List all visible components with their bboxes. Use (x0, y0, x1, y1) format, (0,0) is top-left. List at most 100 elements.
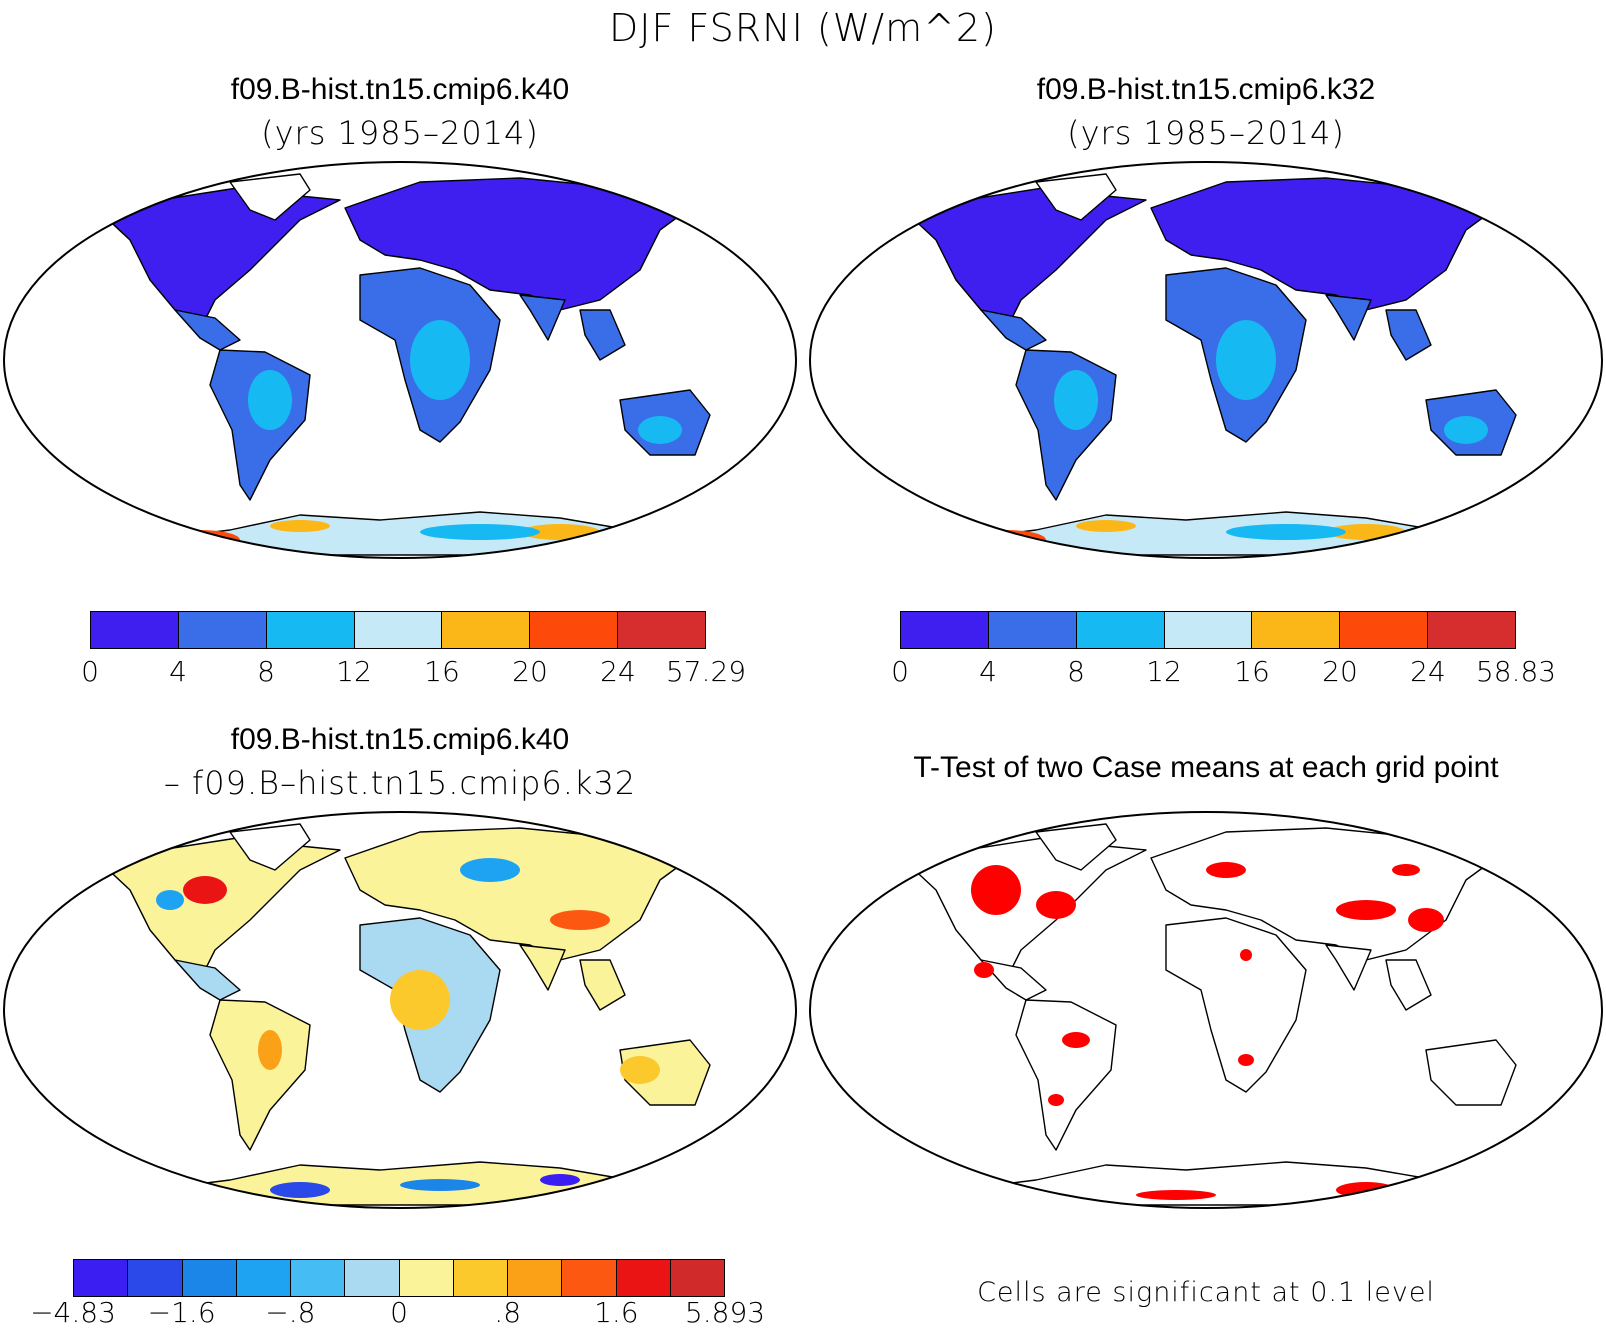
landmass-ca (980, 959, 1047, 1001)
colorbar-segment (901, 612, 989, 648)
field-patch (248, 370, 292, 430)
landmass-sa (1015, 999, 1117, 1151)
landmass-ca (174, 959, 241, 1001)
landmass-greenland (1035, 173, 1117, 221)
field-patch (410, 320, 470, 400)
colorbar-tick-label: 24 (600, 655, 636, 688)
field-patch (1408, 908, 1444, 932)
significance-note: Cells are significant at 0.1 level (977, 1277, 1435, 1308)
colorbar-segment (453, 1260, 508, 1296)
landmass-india (519, 294, 566, 341)
map-border (3, 161, 797, 559)
landmass-india (1325, 294, 1372, 341)
field-patch (1054, 370, 1098, 430)
figure-title: DJF FSRNI (W/m^2) (609, 6, 997, 50)
field-patch (966, 530, 1046, 550)
panel-3-map (3, 811, 797, 1209)
colorbar-tick-label: 12 (1146, 655, 1182, 688)
panel-3-subtitle: – f09.B–hist.tn15.cmip6.k32 (163, 764, 637, 802)
colorbar-tick-label: .8 (494, 1296, 522, 1329)
colorbar-segment (508, 1260, 563, 1296)
colorbar-tick-label: 1.6 (594, 1296, 639, 1329)
landmass-ca (980, 309, 1047, 351)
colorbar-tick-label: 12 (336, 655, 372, 688)
colorbar-tick-label: 0 (81, 655, 99, 688)
colorbar-segment (291, 1260, 346, 1296)
landmass-na (905, 185, 1147, 321)
colorbar-segment (74, 1260, 129, 1296)
land-group (905, 823, 1517, 1206)
land-group (99, 173, 711, 556)
land-group (99, 823, 711, 1206)
field-patch (971, 865, 1021, 915)
colorbar-tick-label: 8 (1067, 655, 1085, 688)
colorbar-segment (530, 612, 619, 648)
field-patch (1240, 949, 1252, 961)
colorbar-segment (670, 1260, 724, 1296)
landmass-sa (209, 999, 311, 1151)
field-patch (1206, 862, 1246, 878)
field-patch (1226, 524, 1346, 540)
field-patch (956, 542, 1016, 554)
colorbar-segment (618, 612, 706, 648)
colorbar-tick-label: 20 (1322, 655, 1358, 688)
colorbar-segment (562, 1260, 617, 1296)
land-group (905, 173, 1517, 556)
colorbar-tick-label: 57.29 (665, 655, 747, 688)
panel-2-colorbar (900, 611, 1516, 649)
panel-1-colorbar-ticks: 0 4 8 12 16 20 24 57.29 (81, 655, 746, 689)
colorbar-tick-label: 16 (424, 655, 460, 688)
field-patch (620, 1056, 660, 1084)
landmass-seasia (579, 959, 626, 1011)
panel-2-title: f09.B-hist.tn15.cmip6.k32 (1036, 73, 1376, 106)
panel-1-subtitle: (yrs 1985–2014) (261, 114, 539, 152)
landmass-greenland (1035, 823, 1117, 871)
panel-4-title: T-Test of two Case means at each grid po… (913, 751, 1499, 784)
colorbar-tick-label: 8 (257, 655, 275, 688)
panel-3-title: f09.B-hist.tn15.cmip6.k40 (230, 723, 570, 756)
colorbar-segment (1076, 612, 1165, 648)
field-patch (540, 1174, 580, 1186)
colorbar-tick-label: 20 (512, 655, 548, 688)
field-patch (390, 970, 450, 1030)
field-patch (1062, 1032, 1090, 1048)
colorbar-segment (128, 1260, 183, 1296)
field-patch (258, 1030, 282, 1070)
landmass-antarctica (955, 1161, 1467, 1206)
landmass-australia (1425, 1039, 1517, 1106)
colorbar-tick-label: −4.83 (30, 1296, 116, 1329)
colorbar-tick-label: 4 (979, 655, 997, 688)
field-patch (270, 1182, 330, 1198)
colorbar-segment (266, 612, 355, 648)
panel-2-subtitle: (yrs 1985–2014) (1067, 114, 1345, 152)
landmass-africa (1165, 917, 1307, 1093)
colorbar-segment (1428, 612, 1516, 648)
field-patch (460, 858, 520, 882)
colorbar-segment (182, 1260, 237, 1296)
field-patch (150, 542, 210, 554)
colorbar-segment (616, 1260, 671, 1296)
field-patch (400, 1179, 480, 1191)
colorbar-tick-label: 0 (390, 1296, 408, 1329)
map-border (3, 811, 797, 1209)
landmass-india (519, 944, 566, 991)
colorbar-segment (178, 612, 267, 648)
colorbar-segment (354, 612, 443, 648)
colorbar-segment (91, 612, 179, 648)
colorbar-segment (236, 1260, 291, 1296)
colorbar-segment (1164, 612, 1253, 648)
field-patch (1444, 416, 1488, 444)
landmass-india (1325, 944, 1372, 991)
field-patch (974, 962, 994, 978)
panel-2-colorbar-ticks: 0 4 8 12 16 20 24 58.83 (891, 655, 1556, 689)
colorbar-segment (442, 612, 531, 648)
map-border (809, 811, 1603, 1209)
field-patch (130, 1192, 190, 1204)
colorbar-tick-label: 16 (1234, 655, 1270, 688)
colorbar-tick-label: 0 (891, 655, 909, 688)
landmass-na (99, 835, 341, 971)
colorbar-tick-label: 4 (169, 655, 187, 688)
colorbar-segment (399, 1260, 454, 1296)
landmass-seasia (1385, 309, 1432, 361)
landmass-na (905, 835, 1147, 971)
